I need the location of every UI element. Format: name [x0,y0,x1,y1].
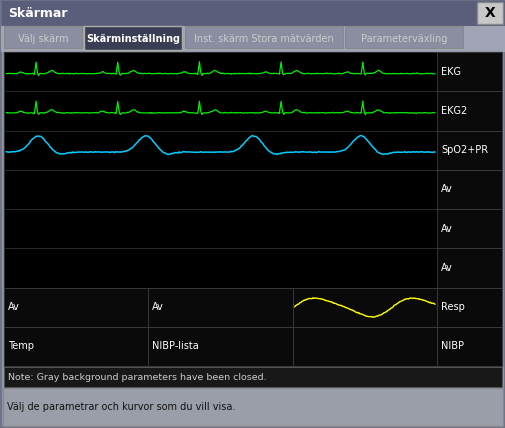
Text: Inst. skärm Stora mätvärden: Inst. skärm Stora mätvärden [194,33,333,44]
Bar [4,91,501,131]
Bar [4,327,148,366]
Text: EKG: EKG [440,67,460,77]
Bar [84,26,182,50]
Bar [476,2,502,24]
Text: X: X [484,6,494,20]
Text: Skärminställning: Skärminställning [86,33,180,44]
Text: Välj de parametrar och kurvor som du vill visa.: Välj de parametrar och kurvor som du vil… [7,402,235,412]
Text: NIBP-lista: NIBP-lista [152,342,198,351]
Bar [1,26,504,51]
Bar [292,327,436,366]
Text: Parameterväxling: Parameterväxling [360,33,446,44]
Bar [436,248,501,288]
Bar [4,327,501,366]
Text: Av: Av [440,263,452,273]
Text: Välj skärm: Välj skärm [18,33,68,44]
Bar [436,91,501,131]
Bar [1,0,504,26]
Text: Av: Av [440,223,452,234]
Bar [436,288,501,327]
Text: Temp: Temp [8,342,34,351]
Bar [4,367,501,387]
Text: Resp: Resp [440,302,464,312]
Text: EKG2: EKG2 [440,106,466,116]
Bar [4,131,501,170]
Bar [4,26,82,48]
Bar [436,52,501,91]
Bar [4,288,501,327]
Text: Av: Av [8,302,20,312]
Bar [185,26,342,48]
Bar [436,327,501,366]
Bar [3,388,502,426]
Text: Note: Gray background parameters have been closed.: Note: Gray background parameters have be… [8,372,266,381]
Bar [148,327,292,366]
Bar [148,288,292,327]
Bar [292,288,436,327]
Text: Skärmar: Skärmar [8,6,67,20]
Text: NIBP: NIBP [440,342,463,351]
Bar [436,131,501,170]
Bar [4,52,501,91]
Bar [344,26,462,48]
Text: Av: Av [152,302,164,312]
Bar [436,209,501,248]
Text: SpO2+PR: SpO2+PR [440,145,487,155]
Bar [4,52,501,366]
Bar [4,288,148,327]
Bar [4,248,501,288]
Bar [436,170,501,209]
Text: Av: Av [440,184,452,194]
Bar [4,209,501,248]
Bar [4,170,501,209]
